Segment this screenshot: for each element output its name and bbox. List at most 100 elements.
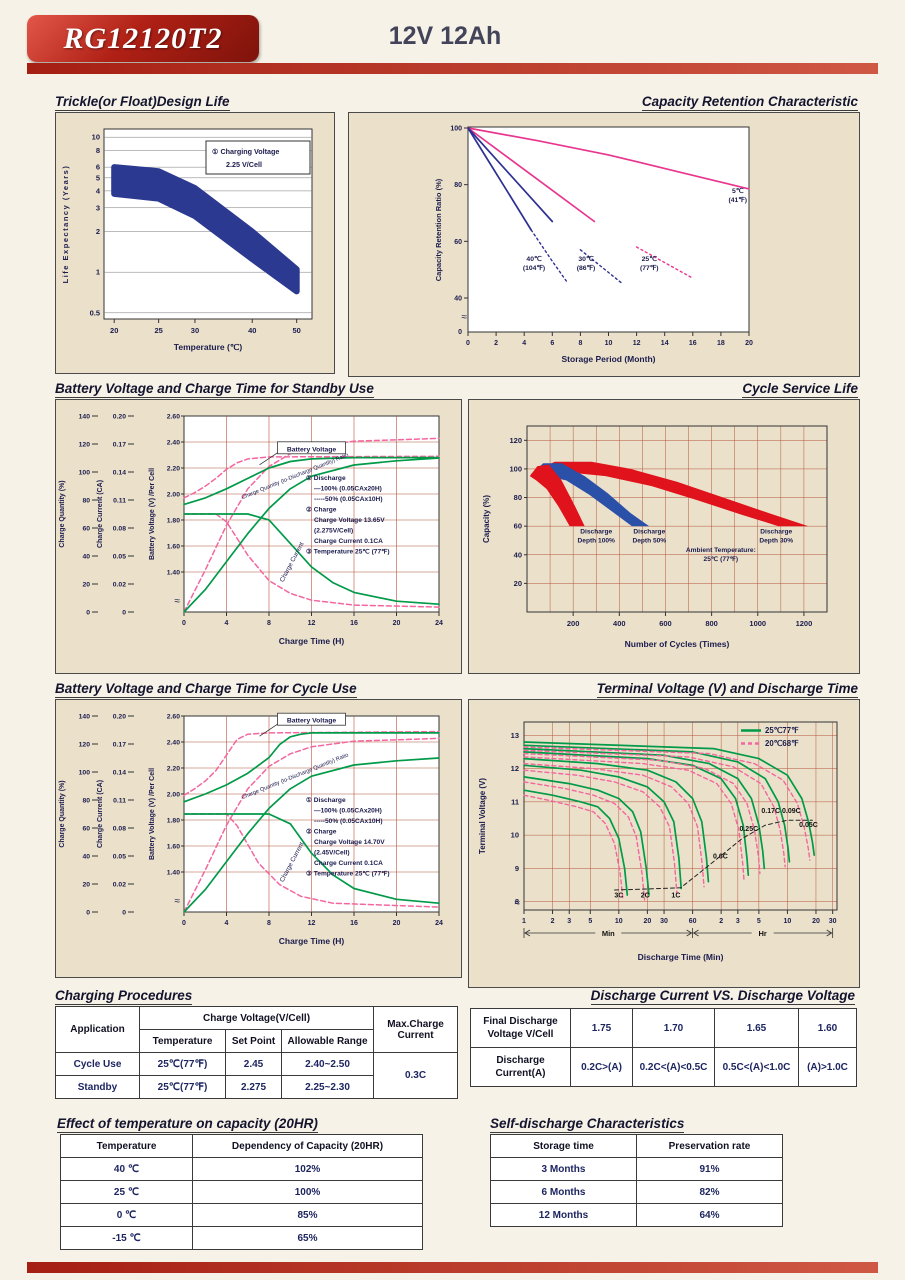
svg-text:16: 16 — [350, 620, 358, 627]
svg-text:Battery Voltage: Battery Voltage — [287, 446, 337, 453]
svg-text:20℃68℉: 20℃68℉ — [765, 739, 799, 748]
cycle-use-charge-chart: 2.60 2.40 2.20 2.00 1.80 1.60 1.40 ≈0.20 0.17 0.1… — [59, 712, 443, 946]
svg-text:(104℉): (104℉) — [523, 264, 545, 272]
design-life-chart-panel: 10 8 6 5 4 3 2 1 0.5 20 25 30 40 50 ① Charging Voltage… — [55, 112, 335, 374]
svg-text:② Charge: ② Charge — [306, 506, 337, 514]
table-cell: 91% — [636, 1157, 783, 1181]
svg-text:≈: ≈ — [462, 312, 468, 323]
section-title-self-discharge: Self-discharge Characteristics — [490, 1116, 685, 1133]
svg-text:120: 120 — [79, 442, 91, 449]
svg-text:600: 600 — [659, 619, 672, 628]
svg-text:5℃: 5℃ — [732, 187, 744, 195]
svg-text:Battery Voltage (V) /Per Cell: Battery Voltage (V) /Per Cell — [149, 468, 156, 560]
svg-text:≈: ≈ — [515, 898, 521, 909]
svg-text:80: 80 — [514, 493, 522, 502]
svg-text:Ambient Temperature:: Ambient Temperature: — [686, 547, 756, 554]
svg-text:Number of Cycles (Times): Number of Cycles (Times) — [625, 639, 730, 649]
svg-text:60: 60 — [82, 826, 90, 833]
model-badge: RG12120T2 — [27, 15, 259, 62]
design-life-chart: 10 8 65 4 3 2 1 0.5 20 25 30 40 50 ① Charging Voltage… — [61, 128, 313, 352]
svg-text:25℃77℉: 25℃77℉ — [765, 726, 799, 735]
svg-text:120: 120 — [509, 436, 522, 445]
svg-text:Battery Voltage (V) /Per Cell: Battery Voltage (V) /Per Cell — [149, 768, 156, 860]
svg-text:80: 80 — [454, 182, 462, 189]
svg-text:12: 12 — [511, 764, 519, 773]
svg-text:1.40: 1.40 — [167, 570, 180, 577]
table-cell: 0.2C>(A) — [570, 1047, 633, 1087]
svg-text:5: 5 — [588, 918, 592, 925]
svg-text:4: 4 — [225, 620, 229, 627]
svg-text:Charge Voltage 13.65V: Charge Voltage 13.65V — [314, 517, 385, 524]
max-charge-current-value: 0.3C — [373, 1052, 459, 1099]
svg-text:1.60: 1.60 — [167, 544, 180, 551]
svg-text:8: 8 — [267, 920, 271, 927]
svg-text:Charge Current 0.1CA: Charge Current 0.1CA — [314, 860, 383, 867]
svg-text:0: 0 — [182, 620, 186, 627]
svg-text:Charge Voltage 14.70V: Charge Voltage 14.70V — [314, 839, 385, 846]
discharge-current-label: Discharge Current(A) — [470, 1047, 571, 1087]
svg-text:0.17: 0.17 — [113, 742, 126, 749]
svg-text:Discharge Time (Min): Discharge Time (Min) — [638, 952, 724, 962]
svg-text:11: 11 — [511, 797, 519, 806]
table-cell: 1.65 — [714, 1008, 799, 1048]
table-cell: 2.25~2.30 — [280, 1075, 375, 1099]
svg-text:2: 2 — [719, 918, 723, 925]
svg-text:Charge Quantity (%): Charge Quantity (%) — [59, 480, 66, 547]
svg-text:100: 100 — [79, 470, 91, 477]
svg-text:14: 14 — [661, 340, 669, 347]
svg-text:20: 20 — [514, 579, 522, 588]
svg-text:30: 30 — [660, 918, 668, 925]
svg-text:0.02: 0.02 — [113, 582, 126, 589]
table-cell: 40 ℃ — [60, 1157, 193, 1181]
table-cell: 1.75 — [570, 1008, 633, 1048]
svg-text:3: 3 — [567, 918, 571, 925]
svg-text:20: 20 — [82, 882, 90, 889]
table-cell: 2.45 — [225, 1052, 282, 1076]
svg-text:—100% (0.05CAx20H): —100% (0.05CAx20H) — [314, 486, 382, 493]
svg-text:0.14: 0.14 — [113, 770, 126, 777]
svg-text:0: 0 — [86, 910, 90, 917]
svg-text:2C: 2C — [641, 893, 650, 900]
svg-text:60: 60 — [454, 239, 462, 246]
svg-text:25℃ (77℉): 25℃ (77℉) — [704, 555, 739, 563]
temp-header: Temperature — [60, 1134, 193, 1158]
svg-text:20: 20 — [643, 918, 651, 925]
svg-text:2.20: 2.20 — [167, 466, 180, 473]
svg-text:1.40: 1.40 — [167, 870, 180, 877]
preservation-rate-header: Preservation rate — [636, 1134, 783, 1158]
svg-text:Storage Period (Month): Storage Period (Month) — [562, 354, 656, 364]
svg-text:80: 80 — [82, 498, 90, 505]
section-title-terminal: Terminal Voltage (V) and Discharge Time — [596, 681, 858, 698]
svg-text:100: 100 — [79, 770, 91, 777]
svg-text:1200: 1200 — [796, 619, 813, 628]
table-cell: 1.60 — [798, 1008, 857, 1048]
table-cell: 0.5C<(A)<1.0C — [714, 1047, 799, 1087]
svg-text:3: 3 — [736, 918, 740, 925]
charging-procedures-table: Application Charge Voltage(V/Cell) Max.C… — [55, 1006, 459, 1099]
section-title-temp-capacity: Effect of temperature on capacity (20HR) — [57, 1116, 318, 1133]
svg-text:20: 20 — [812, 918, 820, 925]
svg-text:Discharge: Discharge — [633, 528, 665, 535]
svg-text:Charge Quantity (%): Charge Quantity (%) — [59, 780, 66, 847]
standby-charge-chart: 2.60 2.40 2.20 2.00 1.80 1.60 1.40 ≈0.20 0.17 0.1… — [59, 414, 443, 647]
svg-text:8: 8 — [267, 620, 271, 627]
svg-text:12: 12 — [308, 920, 316, 927]
table-cell: 0.2C<(A)<0.5C — [632, 1047, 715, 1087]
svg-text:2.25 V/Cell: 2.25 V/Cell — [226, 160, 262, 169]
svg-text:16: 16 — [350, 920, 358, 927]
header-divider-bar — [27, 63, 878, 74]
svg-text:0.11: 0.11 — [113, 798, 126, 805]
svg-text:1: 1 — [96, 268, 100, 277]
footer-bar — [27, 1262, 878, 1273]
table-cell: 12 Months — [490, 1203, 637, 1227]
svg-text:30: 30 — [829, 918, 837, 925]
svg-text:2: 2 — [551, 918, 555, 925]
table-cell: 100% — [192, 1180, 423, 1204]
table-cell: 3 Months — [490, 1157, 637, 1181]
svg-text:1.80: 1.80 — [167, 818, 180, 825]
svg-text:0.11: 0.11 — [113, 498, 126, 505]
svg-text:Temperature (℃): Temperature (℃) — [174, 342, 243, 352]
svg-text:6: 6 — [96, 163, 100, 172]
svg-text:30℃: 30℃ — [578, 255, 594, 263]
